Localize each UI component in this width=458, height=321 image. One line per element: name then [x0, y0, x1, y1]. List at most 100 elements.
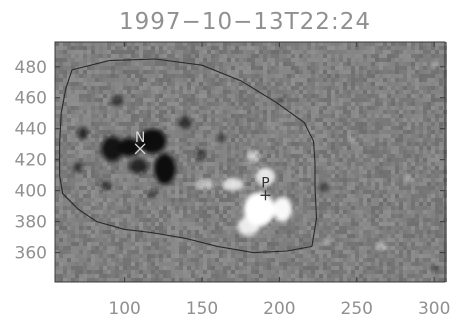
noise-pixel [115, 238, 119, 242]
noise-pixel [183, 178, 187, 182]
noise-pixel [419, 150, 423, 154]
noise-pixel [255, 134, 259, 138]
noise-pixel [255, 146, 259, 150]
noise-pixel [247, 50, 251, 54]
noise-pixel [247, 118, 251, 122]
noise-pixel [163, 102, 167, 106]
noise-pixel [187, 170, 191, 174]
noise-pixel [347, 242, 351, 246]
noise-pixel [163, 110, 167, 114]
noise-pixel [351, 42, 355, 46]
noise-pixel [67, 46, 71, 50]
noise-pixel [299, 162, 303, 166]
noise-pixel [415, 170, 419, 174]
noise-pixel [103, 234, 107, 238]
noise-pixel [203, 118, 207, 122]
noise-pixel [155, 238, 159, 242]
noise-pixel [407, 74, 411, 78]
noise-pixel [223, 210, 227, 214]
noise-pixel [279, 102, 283, 106]
noise-pixel [199, 58, 203, 62]
noise-pixel [323, 166, 327, 170]
noise-pixel [439, 126, 443, 130]
noise-pixel [291, 122, 295, 126]
noise-pixel [367, 118, 371, 122]
noise-pixel [387, 138, 391, 142]
noise-pixel [103, 106, 107, 110]
noise-pixel [155, 230, 159, 234]
noise-pixel [383, 210, 387, 214]
noise-pixel [103, 98, 107, 102]
noise-pixel [291, 218, 295, 222]
noise-pixel [267, 46, 271, 50]
noise-pixel [91, 234, 95, 238]
noise-pixel [323, 90, 327, 94]
noise-pixel [311, 74, 315, 78]
noise-pixel [315, 206, 319, 210]
noise-pixel [111, 50, 115, 54]
noise-pixel [63, 62, 67, 66]
noise-pixel [403, 46, 407, 50]
noise-pixel [335, 62, 339, 66]
noise-pixel [343, 178, 347, 182]
noise-pixel [331, 214, 335, 218]
noise-pixel [423, 98, 427, 102]
noise-pixel [151, 198, 155, 202]
noise-pixel [231, 242, 235, 246]
noise-pixel [95, 186, 99, 190]
noise-pixel [199, 62, 203, 66]
noise-pixel [395, 122, 399, 126]
noise-pixel [167, 114, 171, 118]
noise-pixel [283, 234, 287, 238]
noise-pixel [307, 166, 311, 170]
noise-pixel [319, 202, 323, 206]
noise-pixel [379, 106, 383, 110]
noise-pixel [147, 218, 151, 222]
noise-pixel [315, 122, 319, 126]
noise-pixel [395, 138, 399, 142]
noise-pixel [111, 198, 115, 202]
noise-pixel [95, 126, 99, 130]
noise-pixel [319, 130, 323, 134]
noise-pixel [323, 58, 327, 62]
noise-pixel [135, 70, 139, 74]
noise-pixel [155, 242, 159, 246]
noise-pixel [363, 46, 367, 50]
noise-pixel [367, 130, 371, 134]
noise-pixel [159, 102, 163, 106]
noise-pixel [355, 230, 359, 234]
noise-pixel [59, 134, 63, 138]
noise-pixel [411, 90, 415, 94]
noise-pixel [191, 146, 195, 150]
noise-pixel [199, 42, 203, 46]
noise-pixel [83, 90, 87, 94]
noise-pixel [415, 238, 419, 242]
noise-pixel [87, 210, 91, 214]
noise-pixel [231, 162, 235, 166]
noise-pixel [239, 78, 243, 82]
noise-pixel [303, 50, 307, 54]
noise-pixel [287, 106, 291, 110]
noise-pixel [347, 98, 351, 102]
noise-pixel [411, 118, 415, 122]
noise-pixel [187, 166, 191, 170]
noise-pixel [235, 234, 239, 238]
noise-pixel [303, 194, 307, 198]
noise-pixel [343, 94, 347, 98]
noise-pixel [199, 106, 203, 110]
noise-pixel [379, 214, 383, 218]
noise-pixel [247, 234, 251, 238]
noise-pixel [331, 150, 335, 154]
noise-pixel [239, 58, 243, 62]
noise-pixel [131, 206, 135, 210]
noise-pixel [415, 122, 419, 126]
noise-pixel [55, 110, 59, 114]
noise-pixel [199, 90, 203, 94]
noise-pixel [183, 98, 187, 102]
noise-pixel [419, 94, 423, 98]
noise-pixel [343, 190, 347, 194]
noise-pixel [59, 98, 63, 102]
noise-pixel [235, 58, 239, 62]
noise-pixel [351, 210, 355, 214]
noise-pixel [291, 238, 295, 242]
